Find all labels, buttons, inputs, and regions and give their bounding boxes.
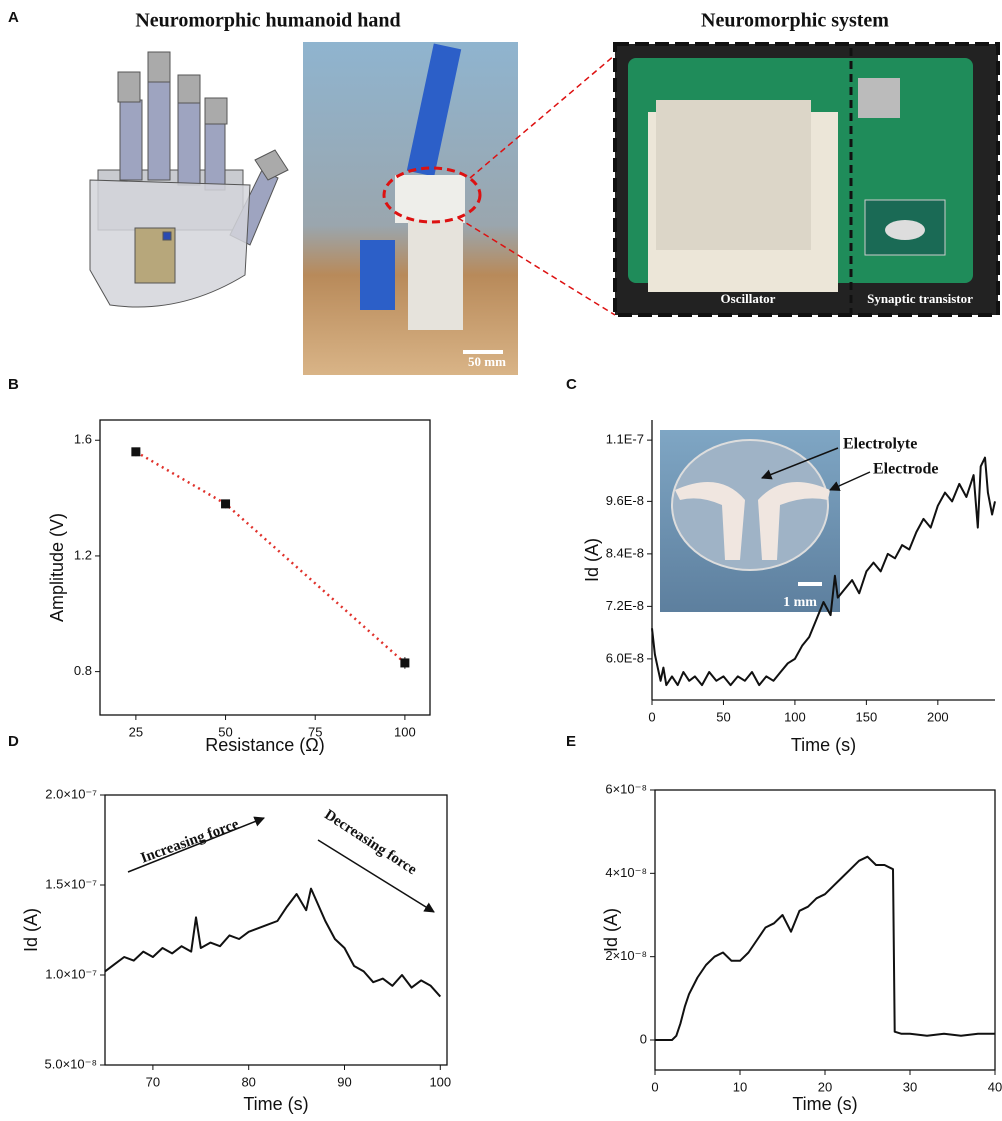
annotation: Decreasing force xyxy=(321,807,419,879)
y-tick-label: 9.6E-8 xyxy=(606,493,644,508)
y-tick-label: 1.2 xyxy=(74,547,92,562)
point xyxy=(131,447,140,456)
y-tick-label: 4×10⁻⁸ xyxy=(605,865,647,880)
x-tick-label: 30 xyxy=(903,1079,917,1094)
y-tick-label: 1.1E-7 xyxy=(606,432,644,447)
device xyxy=(672,440,828,570)
x-tick-label: 20 xyxy=(818,1079,832,1094)
point xyxy=(400,658,409,667)
panel-label: C xyxy=(566,376,577,393)
board-label: Synaptic transistor xyxy=(867,291,973,306)
y-tick-label: 1.6 xyxy=(74,432,92,447)
data-line xyxy=(655,857,995,1040)
scale-bar-label: 50 mm xyxy=(468,354,506,369)
y-tick-label: 2.0×10⁻⁷ xyxy=(45,786,97,801)
x-axis-label: Time (s) xyxy=(792,1094,857,1114)
x-tick-label: 80 xyxy=(241,1074,255,1089)
y-tick-label: 0.8 xyxy=(74,663,92,678)
arrow xyxy=(128,818,264,872)
x-tick-label: 100 xyxy=(784,709,806,724)
x-tick-label: 0 xyxy=(651,1079,658,1094)
panel-title: Neuromorphic system xyxy=(701,10,889,32)
y-axis-label: Id (A) xyxy=(601,908,621,952)
y-tick-label: 6×10⁻⁸ xyxy=(605,781,647,796)
data-line xyxy=(105,889,440,997)
figure: A Neuromorphic humanoid hand Neuromorphi… xyxy=(0,0,1002,1121)
x-tick-label: 200 xyxy=(927,709,949,724)
panel-label: A xyxy=(8,9,19,26)
x-tick-label: 70 xyxy=(146,1074,160,1089)
panel-title: Neuromorphic humanoid hand xyxy=(135,10,400,32)
x-axis-label: Time (s) xyxy=(791,735,856,755)
annotation: Electrolyte xyxy=(843,436,917,453)
annotation: 1 mm xyxy=(783,595,817,610)
hand-drawing xyxy=(90,52,288,307)
x-tick-label: 50 xyxy=(716,709,730,724)
point xyxy=(221,499,230,508)
x-tick-label: 10 xyxy=(733,1079,747,1094)
x-tick-label: 150 xyxy=(856,709,878,724)
y-tick-label: 5.0×10⁻⁸ xyxy=(45,1056,97,1071)
x-tick-label: 40 xyxy=(988,1079,1002,1094)
plot-frame xyxy=(100,420,430,715)
annotation: Increasing force xyxy=(139,816,242,866)
x-tick-label: 0 xyxy=(648,709,655,724)
y-axis-label: Id (A) xyxy=(21,908,41,952)
panel-label: D xyxy=(8,733,19,750)
y-tick-label: 0 xyxy=(640,1031,647,1046)
y-tick-label: 1.0×10⁻⁷ xyxy=(45,966,97,981)
x-tick-label: 25 xyxy=(129,724,143,739)
connector xyxy=(136,452,405,663)
y-tick-label: 7.2E-8 xyxy=(606,598,644,613)
x-axis-label: Time (s) xyxy=(243,1094,308,1114)
panel-label: B xyxy=(8,376,19,393)
annotation: Electrode xyxy=(873,461,938,478)
y-axis-label: Id (A) xyxy=(582,538,602,582)
x-tick-label: 100 xyxy=(429,1074,451,1089)
plot-frame xyxy=(655,790,995,1070)
board-photo xyxy=(615,44,998,315)
y-tick-label: 1.5×10⁻⁷ xyxy=(45,876,97,891)
x-tick-label: 100 xyxy=(394,724,416,739)
x-tick-label: 90 xyxy=(337,1074,351,1089)
board-label: Oscillator xyxy=(721,291,776,306)
plot-frame xyxy=(105,795,447,1065)
y-tick-label: 8.4E-8 xyxy=(606,545,644,560)
y-tick-label: 6.0E-8 xyxy=(606,650,644,665)
panel-label: E xyxy=(566,733,576,750)
x-axis-label: Resistance (Ω) xyxy=(205,735,325,755)
y-axis-label: Amplitude (V) xyxy=(47,513,67,622)
